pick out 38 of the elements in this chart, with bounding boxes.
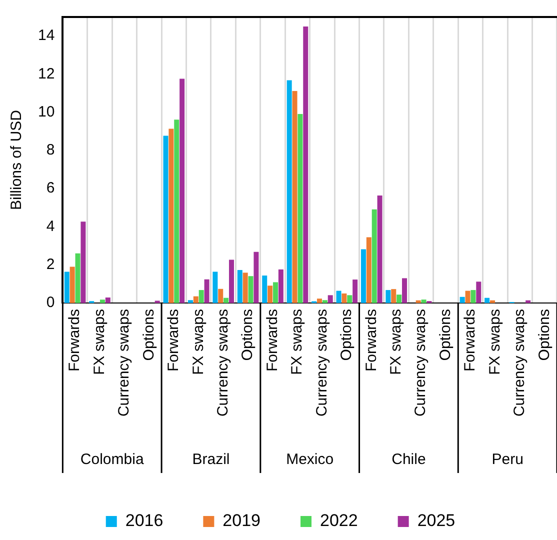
x-tick-label: Currency swaps [116, 309, 133, 417]
y-tick-label: 8 [46, 142, 55, 159]
y-tick-label: 10 [38, 103, 55, 120]
x-tick-label: FX swaps [288, 309, 306, 375]
text: Chile [392, 451, 426, 468]
x-tick-label: Currency swaps [511, 309, 528, 417]
x-tick-label: Options [338, 309, 356, 361]
x-tick-label: FX swaps [190, 309, 207, 375]
x-tick-label: Forwards [462, 309, 479, 372]
x-tick-label: Options [140, 309, 158, 361]
x-tick-label: Forwards [165, 309, 182, 372]
text: Colombia [80, 451, 144, 468]
x-tick-label: FX swaps [486, 309, 504, 375]
x-tick-label: Forwards [362, 309, 380, 372]
y-axis-title: Billions of USD [8, 110, 26, 210]
x-tick-label: FX swaps [90, 309, 108, 375]
text: Peru [492, 451, 524, 468]
legend-label: 2022 [320, 511, 358, 530]
legend-label: 2016 [125, 511, 164, 530]
x-tick-label: Currency swaps [313, 309, 330, 417]
y-tick-label: 14 [38, 27, 55, 44]
y-tick-label: 2 [46, 256, 55, 274]
x-tick-label: Options [239, 309, 256, 361]
x-tick-label: Options [536, 309, 553, 361]
y-tick-label: 4 [46, 218, 55, 235]
x-tick-label: Forwards [264, 309, 281, 372]
legend-label: 2019 [222, 511, 261, 530]
y-tick-label: 6 [46, 180, 55, 197]
legend-label: 2025 [417, 511, 456, 530]
x-tick-label: Options [436, 309, 454, 361]
y-tick-label: 0 [46, 294, 55, 312]
text: Brazil [192, 451, 230, 468]
x-tick-label: FX swaps [387, 309, 404, 375]
text: Mexico [286, 451, 334, 468]
x-tick-label: Currency swaps [412, 309, 430, 417]
x-tick-label: Currency swaps [214, 309, 232, 417]
y-tick-label: 12 [38, 65, 55, 82]
x-tick-label: Forwards [66, 309, 84, 372]
